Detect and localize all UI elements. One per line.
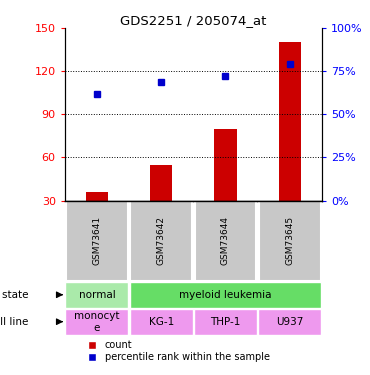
Title: GDS2251 / 205074_at: GDS2251 / 205074_at: [120, 14, 266, 27]
Bar: [130, 282, 321, 308]
Text: monocyt
e: monocyt e: [74, 311, 120, 333]
Text: THP-1: THP-1: [210, 317, 240, 327]
Bar: [279, 42, 301, 201]
Text: myeloid leukemia: myeloid leukemia: [179, 290, 272, 300]
Bar: [130, 201, 192, 281]
Bar: [259, 201, 321, 281]
Text: KG-1: KG-1: [149, 317, 174, 327]
Text: GSM73641: GSM73641: [92, 216, 101, 266]
Text: GSM73642: GSM73642: [157, 216, 166, 266]
Text: U937: U937: [276, 317, 303, 327]
Text: GSM73645: GSM73645: [285, 216, 294, 266]
Bar: [66, 201, 128, 281]
Legend: count, percentile rank within the sample: count, percentile rank within the sample: [83, 340, 270, 362]
Bar: [85, 192, 108, 201]
Bar: [65, 282, 128, 308]
Bar: [258, 309, 321, 334]
Text: cell line: cell line: [0, 317, 29, 327]
Bar: [214, 129, 237, 201]
Text: normal: normal: [78, 290, 115, 300]
Text: disease state: disease state: [0, 290, 29, 300]
Bar: [65, 309, 128, 334]
Bar: [130, 309, 193, 334]
Bar: [195, 201, 256, 281]
Bar: [150, 165, 172, 201]
Text: GSM73644: GSM73644: [221, 216, 230, 266]
Bar: [194, 309, 257, 334]
